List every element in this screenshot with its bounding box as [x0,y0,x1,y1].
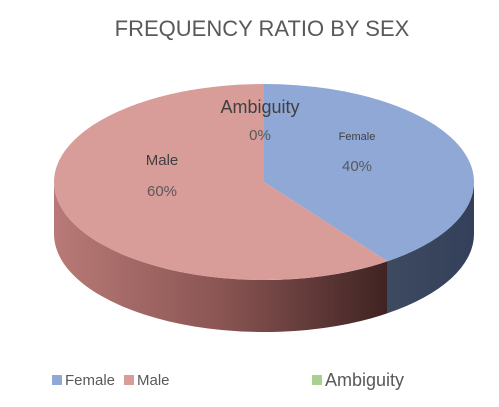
slice-value-label: 40% [342,158,372,175]
slice-value-label: 0% [249,127,271,144]
slice [53,84,388,281]
legend-label: Male [137,372,170,389]
slice [264,84,474,262]
slice-side [54,182,388,332]
legend-label: Ambiguity [325,370,404,390]
legend-marker [124,375,134,385]
slice-side [387,182,474,314]
chart-title: FREQUENCY RATIO BY SEX [115,16,410,41]
legend-marker [312,375,322,385]
slice-category-label: Ambiguity [220,97,299,117]
legend-label: Female [65,372,115,389]
slice-category-label: Male [146,152,179,169]
legend-marker [52,375,62,385]
slice-value-label: 60% [147,183,177,200]
slice-category-label: Female [339,131,376,143]
